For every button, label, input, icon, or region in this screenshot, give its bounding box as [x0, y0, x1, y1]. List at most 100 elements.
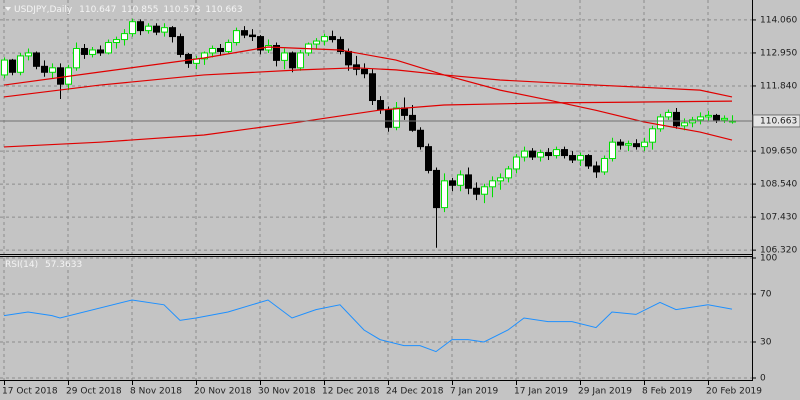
candle-body: [313, 40, 320, 45]
candle-body: [105, 42, 112, 54]
candle-body: [353, 64, 360, 70]
candle-body: [649, 128, 656, 143]
candle-body: [81, 47, 88, 55]
menu-arrow[interactable]: [5, 7, 11, 11]
candle-body: [617, 141, 624, 146]
x-tick-label: 30 Nov 2018: [258, 387, 316, 397]
y-tick-label: 100: [760, 254, 777, 264]
candle-body: [153, 25, 160, 33]
candle-body: [657, 116, 664, 130]
candle-body: [529, 150, 536, 158]
candle-body: [433, 169, 440, 209]
candle-body: [609, 141, 616, 160]
candle-body: [481, 186, 488, 195]
rsi-title: RSI(14): [5, 260, 38, 270]
candle-body: [393, 107, 400, 128]
current-price-box: [752, 114, 800, 128]
candle-body: [537, 152, 544, 158]
candle-body: [489, 180, 496, 188]
candle-body: [113, 39, 120, 44]
x-tick-label: 17 Jan 2019: [514, 387, 568, 397]
candle-body: [321, 36, 328, 42]
rsi-header: RSI(14) 57.3633: [5, 260, 82, 270]
candle-body: [665, 111, 672, 118]
candle-body: [177, 36, 184, 55]
low-value: 110.573: [163, 5, 200, 15]
candle-body: [97, 49, 104, 54]
rsi-line: [3, 299, 733, 353]
y-tick-label: 108.540: [760, 180, 797, 190]
candle-body: [409, 114, 416, 131]
candle-body: [593, 165, 600, 173]
candle-body: [417, 129, 424, 148]
x-tick-label: 29 Jan 2019: [578, 387, 632, 397]
x-tick-label: 8 Feb 2019: [642, 387, 693, 397]
candle-body: [369, 73, 376, 102]
close-value: 110.663: [205, 5, 242, 15]
x-tick-label: 24 Dec 2018: [386, 387, 444, 397]
candle-body: [497, 177, 504, 182]
x-tick-label: 20 Feb 2019: [706, 387, 762, 397]
candle-body: [209, 47, 216, 54]
candle-body: [249, 34, 256, 38]
candle-body: [673, 111, 680, 127]
x-tick-label: 7 Jan 2019: [450, 387, 498, 397]
candle-body: [89, 49, 96, 55]
candle-body: [401, 107, 408, 116]
candle-body: [633, 143, 640, 148]
candle-body: [337, 39, 344, 52]
y-tick-label: 0: [760, 374, 766, 384]
candle-body: [257, 36, 264, 51]
candle-body: [521, 150, 528, 158]
candle-body: [513, 156, 520, 170]
candle-body: [73, 47, 80, 69]
moving-average: [3, 100, 733, 148]
y-tick-label: 30: [760, 338, 772, 348]
candle-body: [425, 146, 432, 171]
y-tick-label: 70: [760, 290, 772, 300]
y-tick-label: 112.950: [760, 48, 797, 58]
candle-body: [25, 52, 32, 57]
candle-body: [225, 42, 232, 52]
x-tick-label: 12 Dec 2018: [322, 387, 380, 397]
current-price-label: 110.663: [760, 116, 797, 126]
x-tick-label: 20 Nov 2018: [194, 387, 252, 397]
candle-body: [641, 141, 648, 148]
moving-average: [3, 67, 733, 98]
candle-body: [377, 100, 384, 110]
candle-body: [9, 59, 16, 73]
header: USDJPY,Daily 110.647 110.855 110.573 110…: [14, 5, 243, 15]
candle-body: [449, 180, 456, 186]
candle-body: [137, 21, 144, 32]
candle-body: [697, 116, 704, 121]
x-tick-label: 29 Oct 2018: [66, 387, 122, 397]
y-tick-label: 111.840: [760, 81, 797, 91]
y-tick-label: 114.060: [760, 15, 797, 25]
y-tick-label: 109.650: [760, 147, 797, 157]
x-tick-label: 17 Oct 2018: [2, 387, 58, 397]
candle-body: [465, 174, 472, 189]
candle-body: [329, 36, 336, 41]
candle-body: [361, 68, 368, 75]
candle-body: [217, 47, 224, 52]
candle-body: [17, 55, 24, 73]
candle-body: [721, 117, 728, 121]
candle-body: [681, 122, 688, 127]
candle-body: [297, 52, 304, 69]
candle-body: [121, 33, 128, 41]
y-tick-label: 107.430: [760, 213, 797, 223]
symbol: USDJPY,Daily: [14, 5, 73, 15]
candle-body: [169, 27, 176, 38]
candle-body: [441, 180, 448, 209]
candle-body: [457, 174, 464, 186]
candle-body: [585, 155, 592, 167]
rsi-value: 57.3633: [45, 260, 82, 270]
candle-body: [185, 53, 192, 64]
candle-body: [545, 152, 552, 157]
candle-body: [289, 52, 296, 69]
candle-body: [161, 27, 168, 33]
candle-body: [561, 149, 568, 157]
candle-body: [505, 168, 512, 179]
candle-body: [713, 114, 720, 121]
